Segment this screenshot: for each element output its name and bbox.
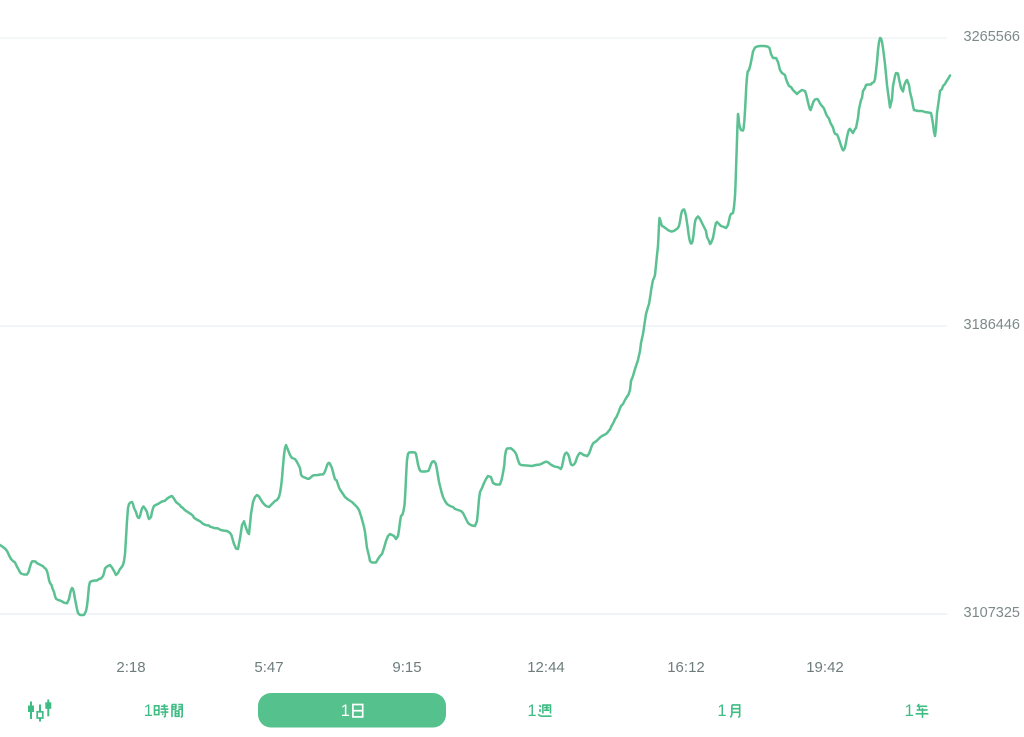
svg-text:1: 1 [717, 702, 726, 720]
svg-text:1: 1 [341, 702, 350, 720]
svg-text:1: 1 [144, 702, 153, 720]
svg-text:1: 1 [905, 702, 914, 720]
svg-text:1: 1 [527, 702, 536, 720]
